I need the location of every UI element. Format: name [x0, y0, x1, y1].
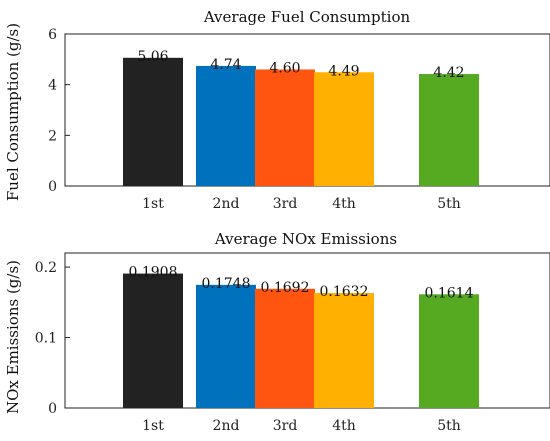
bars [123, 57, 479, 187]
y-ticks: 0 2 4 6 [48, 27, 70, 195]
bars [123, 273, 479, 408]
x-ticks: 1st 2nd 3rd 4th 5th [142, 196, 461, 212]
bar-3rd [255, 288, 315, 408]
x-tick-label: 2nd [213, 196, 240, 212]
y-tick-label: 0 [48, 179, 57, 195]
x-tick-label: 4th [332, 196, 356, 212]
y-tick-label: 2 [48, 128, 57, 144]
y-ticks: 0 0.1 0.2 [35, 260, 70, 417]
bar-2nd [196, 65, 256, 186]
x-ticks: 1st 2nd 3rd 4th 5th [142, 418, 461, 434]
data-labels: 0.1908 0.1748 0.1692 0.1632 0.1614 [129, 265, 474, 302]
data-label: 5.06 [137, 49, 168, 65]
data-label: 0.1614 [425, 285, 474, 301]
y-tick-label: 6 [48, 27, 57, 43]
chart-title: Average Fuel Consumption [203, 8, 411, 26]
data-label: 4.49 [328, 63, 359, 79]
x-tick-label: 3rd [273, 418, 298, 434]
x-tick-label: 1st [142, 418, 164, 434]
data-label: 4.60 [269, 60, 300, 76]
x-tick-label: 5th [437, 196, 461, 212]
nox-emissions-chart: Average NOx Emissions NOx Emissions (g/s… [4, 230, 550, 434]
y-tick-label: 0.2 [35, 260, 57, 276]
data-label: 0.1748 [202, 276, 251, 292]
bar-2nd [196, 284, 256, 408]
data-labels: 5.06 4.74 4.60 4.49 4.42 [137, 49, 464, 81]
data-label: 4.74 [210, 57, 241, 73]
x-tick-label: 5th [437, 418, 461, 434]
data-label: 0.1908 [129, 265, 178, 281]
bar-4th [314, 72, 374, 186]
y-axis-label: NOx Emissions (g/s) [4, 260, 22, 414]
x-tick-label: 1st [142, 196, 164, 212]
x-tick-label: 3rd [273, 196, 298, 212]
bar-5th [419, 74, 479, 186]
bar-3rd [255, 69, 315, 186]
bar-5th [419, 294, 479, 408]
y-tick-label: 4 [48, 78, 57, 94]
data-label: 0.1692 [261, 280, 310, 296]
bar-1st [123, 273, 183, 408]
y-tick-label: 0 [48, 401, 57, 417]
x-tick-label: 4th [332, 418, 356, 434]
fuel-consumption-chart: Average Fuel Consumption Fuel Consumptio… [4, 8, 550, 212]
chart-title: Average NOx Emissions [214, 230, 397, 248]
data-label: 0.1632 [320, 284, 369, 300]
x-tick-label: 2nd [213, 418, 240, 434]
bar-1st [123, 57, 183, 187]
bar-4th [314, 293, 374, 408]
y-axis-label: Fuel Consumption (g/s) [4, 23, 22, 201]
data-label: 4.42 [433, 65, 464, 81]
y-tick-label: 0.1 [35, 331, 57, 347]
